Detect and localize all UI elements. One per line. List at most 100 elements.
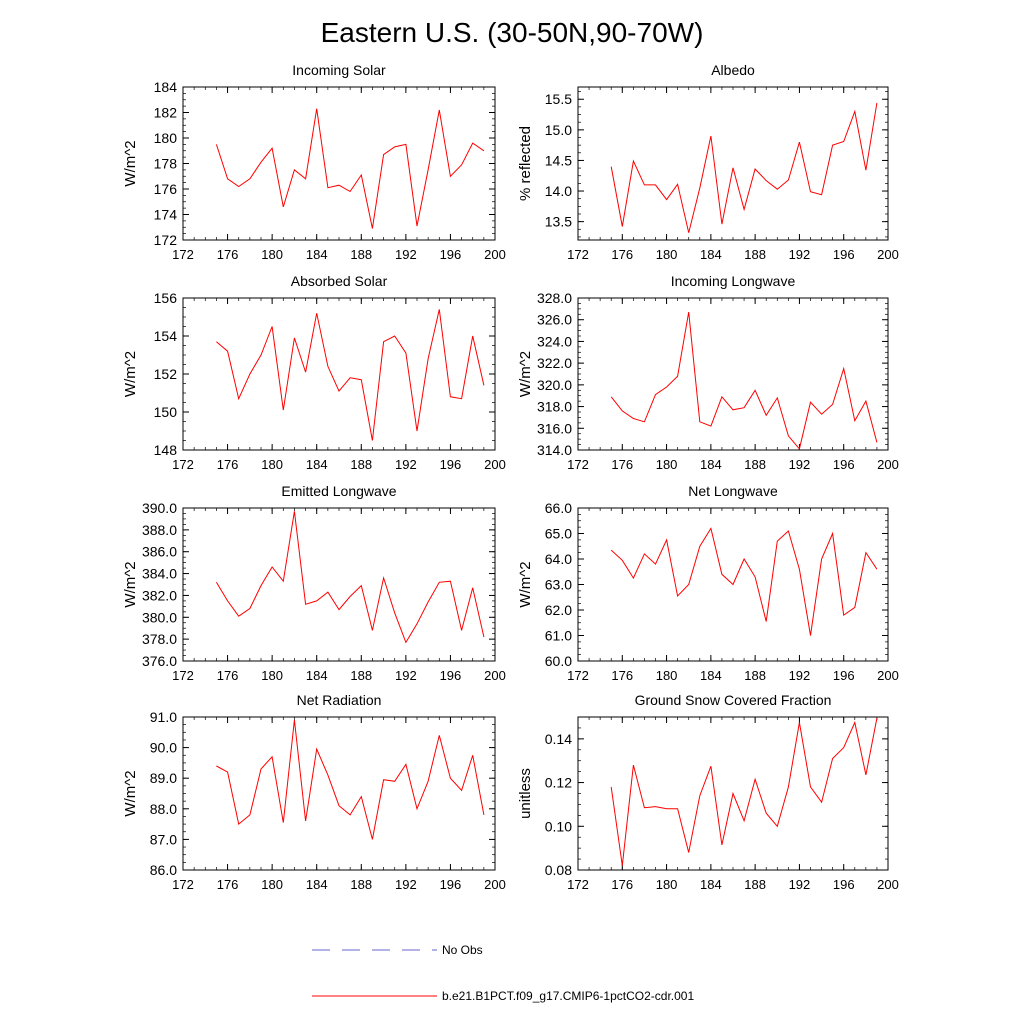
y-tick-label: 90.0 (150, 740, 177, 756)
series-line (216, 309, 485, 441)
y-tick-label: 174 (154, 207, 178, 223)
y-tick-label: 386.0 (142, 544, 177, 560)
panel-net-radiation: Net Radiation W/m^2 172 176 180 184 188 192 196 2… (122, 692, 506, 892)
x-tick-label: 192 (395, 668, 417, 683)
x-tick-label: 192 (789, 668, 811, 683)
figure-title: Eastern U.S. (30-50N,90-70W) (321, 17, 704, 48)
x-tick-label: 192 (789, 877, 811, 892)
y-axis-label: unitless (517, 768, 534, 819)
x-tick-label: 200 (484, 877, 506, 892)
x-tick-label: 196 (440, 668, 462, 683)
y-tick-label: 64.0 (545, 551, 572, 567)
y-axis-label: W/m^2 (517, 351, 534, 397)
series-line (610, 718, 878, 866)
y-tick-label: 66.0 (545, 500, 572, 516)
y-tick-label: 328.0 (537, 290, 572, 306)
series-line (215, 108, 485, 229)
y-tick-label: 182 (154, 105, 178, 121)
y-tick-label: 14.0 (545, 183, 572, 199)
x-tick-label: 176 (611, 457, 633, 472)
y-tick-label: 388.0 (142, 522, 177, 538)
x-tick-label: 184 (306, 877, 328, 892)
legend: No Obs b.e21.B1PCT.f09_g17.CMIP6-1pctCO2… (312, 943, 694, 1003)
series-line (215, 511, 485, 644)
plot-frame (182, 507, 496, 662)
x-tick-label: 192 (395, 247, 417, 262)
x-tick-label: 188 (744, 247, 766, 262)
y-tick-label: 87.0 (150, 831, 177, 847)
y-tick-label: 382.0 (142, 587, 177, 603)
legend-entry-no-obs: No Obs (312, 943, 483, 957)
x-tick-label: 200 (877, 877, 899, 892)
x-tick-label: 200 (877, 457, 899, 472)
x-tick-label: 188 (744, 457, 766, 472)
x-tick-label: 200 (877, 247, 899, 262)
y-tick-label: 318.0 (537, 399, 572, 415)
x-tick-label: 172 (567, 877, 589, 892)
y-tick-label: 178 (154, 156, 178, 172)
series-line (610, 527, 878, 636)
series-line (610, 102, 878, 233)
panel-title: Absorbed Solar (291, 273, 388, 289)
panel-net-longwave: Net Longwave W/m^2 172 176 180 184 188 192 196 20… (517, 483, 899, 683)
x-tick-label: 172 (172, 877, 194, 892)
y-tick-label: 324.0 (537, 333, 572, 349)
x-tick-label: 200 (484, 247, 506, 262)
x-tick-label: 184 (700, 877, 722, 892)
y-tick-label: 320.0 (537, 377, 572, 393)
y-tick-label: 60.0 (545, 653, 572, 669)
x-tick-label: 176 (217, 457, 239, 472)
y-tick-label: 390.0 (142, 500, 177, 516)
y-tick-label: 0.08 (545, 862, 572, 878)
y-tick-label: 148 (154, 442, 178, 458)
y-axis-label: W/m^2 (122, 140, 139, 186)
y-tick-label: 91.0 (150, 709, 177, 725)
y-tick-label: 15.0 (545, 122, 572, 138)
plot-frame (182, 716, 496, 871)
x-tick-label: 192 (395, 877, 417, 892)
x-tick-label: 188 (350, 247, 372, 262)
panel-title: Net Radiation (297, 692, 382, 708)
y-tick-label: 326.0 (537, 312, 572, 328)
x-tick-label: 188 (744, 668, 766, 683)
x-tick-label: 184 (700, 457, 722, 472)
y-tick-label: 0.14 (545, 731, 572, 747)
y-tick-label: 89.0 (150, 770, 177, 786)
panel-ground-snow-covered-fraction: Ground Snow Covered Fraction unitless 172 1… (517, 692, 899, 892)
y-tick-label: 316.0 (537, 420, 572, 436)
x-tick-label: 180 (261, 247, 283, 262)
x-tick-label: 196 (833, 877, 855, 892)
y-tick-label: 380.0 (142, 609, 177, 625)
panel-title: Net Longwave (688, 483, 778, 499)
x-tick-label: 196 (833, 247, 855, 262)
x-tick-label: 172 (567, 247, 589, 262)
x-tick-label: 184 (700, 668, 722, 683)
x-tick-label: 196 (440, 457, 462, 472)
y-tick-label: 63.0 (545, 577, 572, 593)
x-tick-label: 188 (744, 877, 766, 892)
panel-incoming-longwave: Incoming Longwave W/m^2 172 176 180 184 188 192… (517, 273, 899, 472)
x-tick-label: 180 (261, 668, 283, 683)
x-tick-label: 176 (611, 668, 633, 683)
x-tick-label: 184 (306, 247, 328, 262)
y-tick-label: 88.0 (150, 801, 177, 817)
x-tick-label: 188 (350, 457, 372, 472)
x-tick-label: 176 (611, 877, 633, 892)
legend-entry-model-run: b.e21.B1PCT.f09_g17.CMIP6-1pctCO2-cdr.00… (312, 989, 694, 1003)
x-tick-label: 180 (261, 457, 283, 472)
y-tick-label: 314.0 (537, 442, 572, 458)
panel-title: Ground Snow Covered Fraction (635, 692, 832, 708)
x-tick-label: 192 (395, 457, 417, 472)
x-tick-label: 188 (350, 877, 372, 892)
y-axis-label: % reflected (517, 126, 534, 201)
y-tick-label: 172 (154, 232, 178, 248)
panel-incoming-solar: Incoming Solar W/m^2 172 176 180 184 188 192 196… (122, 62, 506, 262)
x-tick-label: 196 (833, 457, 855, 472)
legend-label-model-run: b.e21.B1PCT.f09_g17.CMIP6-1pctCO2-cdr.00… (442, 989, 694, 1003)
y-tick-label: 14.5 (545, 152, 572, 168)
y-tick-label: 322.0 (537, 355, 572, 371)
x-tick-label: 172 (172, 247, 194, 262)
panel-absorbed-solar: Absorbed Solar W/m^2 172 176 180 184 188 192 196… (122, 273, 506, 472)
x-tick-label: 176 (217, 668, 239, 683)
